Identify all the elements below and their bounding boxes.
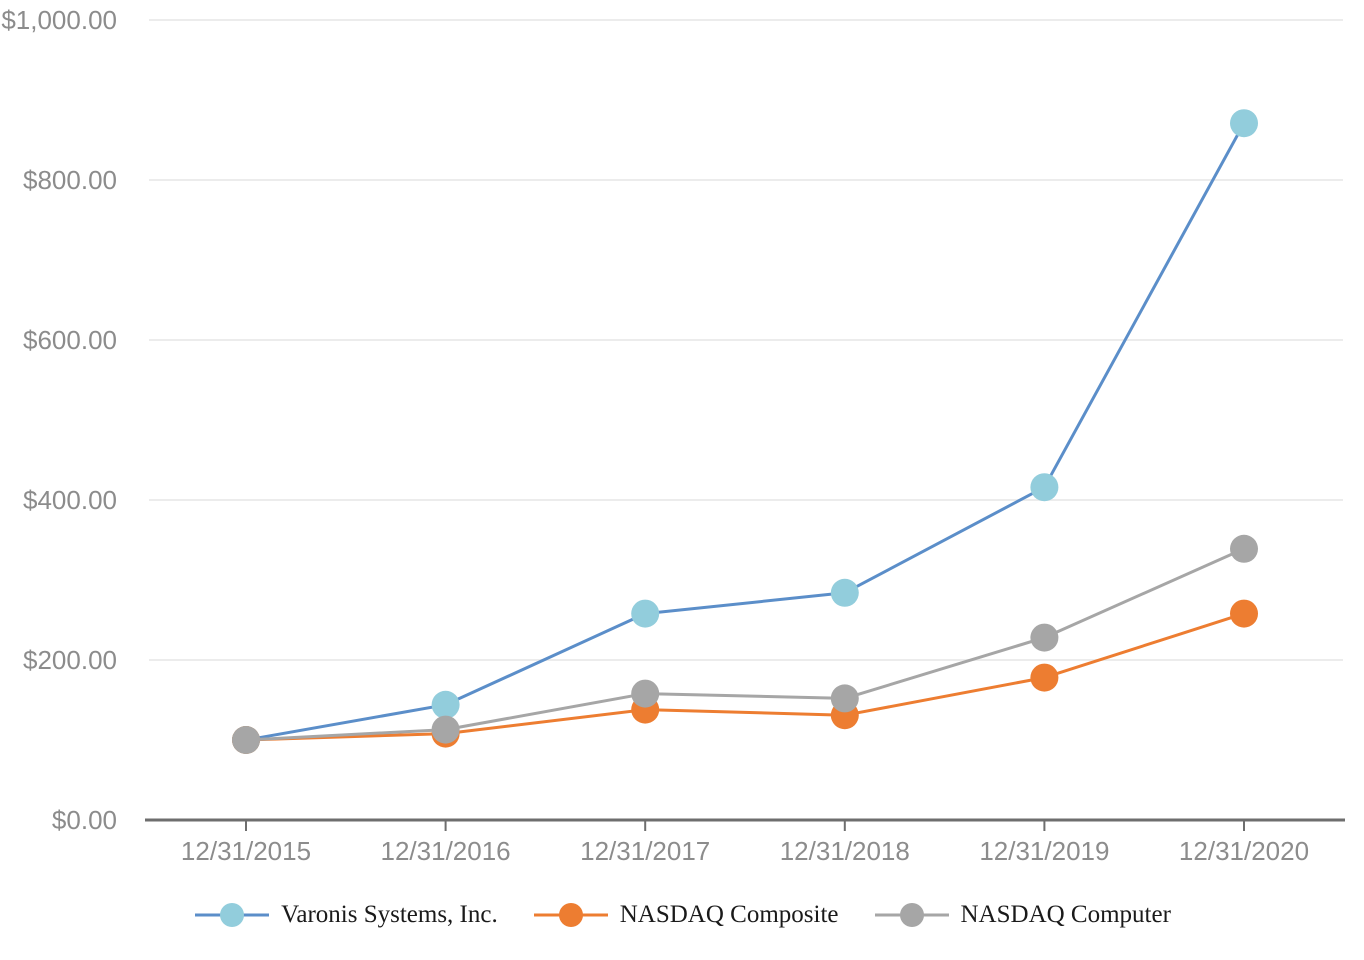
legend-label-nasdaq-computer: NASDAQ Computer — [960, 901, 1171, 928]
series-line-0 — [245, 122, 1246, 742]
legend-item-varonis: Varonis Systems, Inc. — [193, 900, 498, 930]
series-line-1 — [245, 612, 1245, 742]
legend-item-nasdaq-composite: NASDAQ Composite — [532, 900, 839, 930]
data-point — [1030, 663, 1059, 692]
y-axis-tick-label: $800.00 — [23, 165, 117, 195]
data-point — [431, 715, 460, 744]
series-line-2 — [245, 547, 1245, 742]
chart-plot-area: $0.00 $200.00 $400.00 $600.00 $800.00 $1,000.… — [1, 5, 1345, 862]
legend-label-nasdaq-composite: NASDAQ Composite — [619, 901, 839, 928]
x-axis-tick-label: 12/31/2020 — [1179, 836, 1309, 862]
data-point — [1230, 534, 1258, 563]
x-axis-tick-label: 12/31/2015 — [181, 836, 311, 862]
y-axis-tick-label: $200.00 — [23, 645, 117, 675]
data-point — [1030, 623, 1059, 652]
data-point — [1230, 599, 1258, 628]
legend-marker-nasdaq-computer-icon — [874, 903, 949, 927]
y-axis-tick-label: $0.00 — [52, 805, 117, 835]
y-axis-tick-label: $400.00 — [23, 485, 117, 515]
legend-marker-nasdaq-composite-icon — [533, 903, 608, 927]
legend: Varonis Systems, Inc. NASDAQ Composite N… — [0, 862, 1364, 960]
data-point — [631, 679, 660, 708]
data-point — [631, 599, 660, 628]
data-point — [830, 684, 859, 713]
x-axis-tick-label: 12/31/2019 — [979, 836, 1109, 862]
data-point — [1230, 109, 1258, 138]
y-axis-tick-label: $600.00 — [23, 325, 117, 355]
x-axis-tick-label: 12/31/2016 — [381, 836, 511, 862]
data-point — [431, 690, 460, 719]
legend-marker-varonis-icon — [195, 903, 270, 927]
x-axis-tick-label: 12/31/2017 — [580, 836, 710, 862]
legend-label-varonis: Varonis Systems, Inc. — [281, 901, 498, 928]
data-point — [1030, 473, 1059, 502]
x-axis-tick-label: 12/31/2018 — [780, 836, 910, 862]
data-point — [830, 578, 859, 607]
data-point — [232, 726, 260, 754]
legend-item-nasdaq-computer: NASDAQ Computer — [873, 900, 1171, 930]
y-axis-tick-label: $1,000.00 — [1, 5, 117, 35]
